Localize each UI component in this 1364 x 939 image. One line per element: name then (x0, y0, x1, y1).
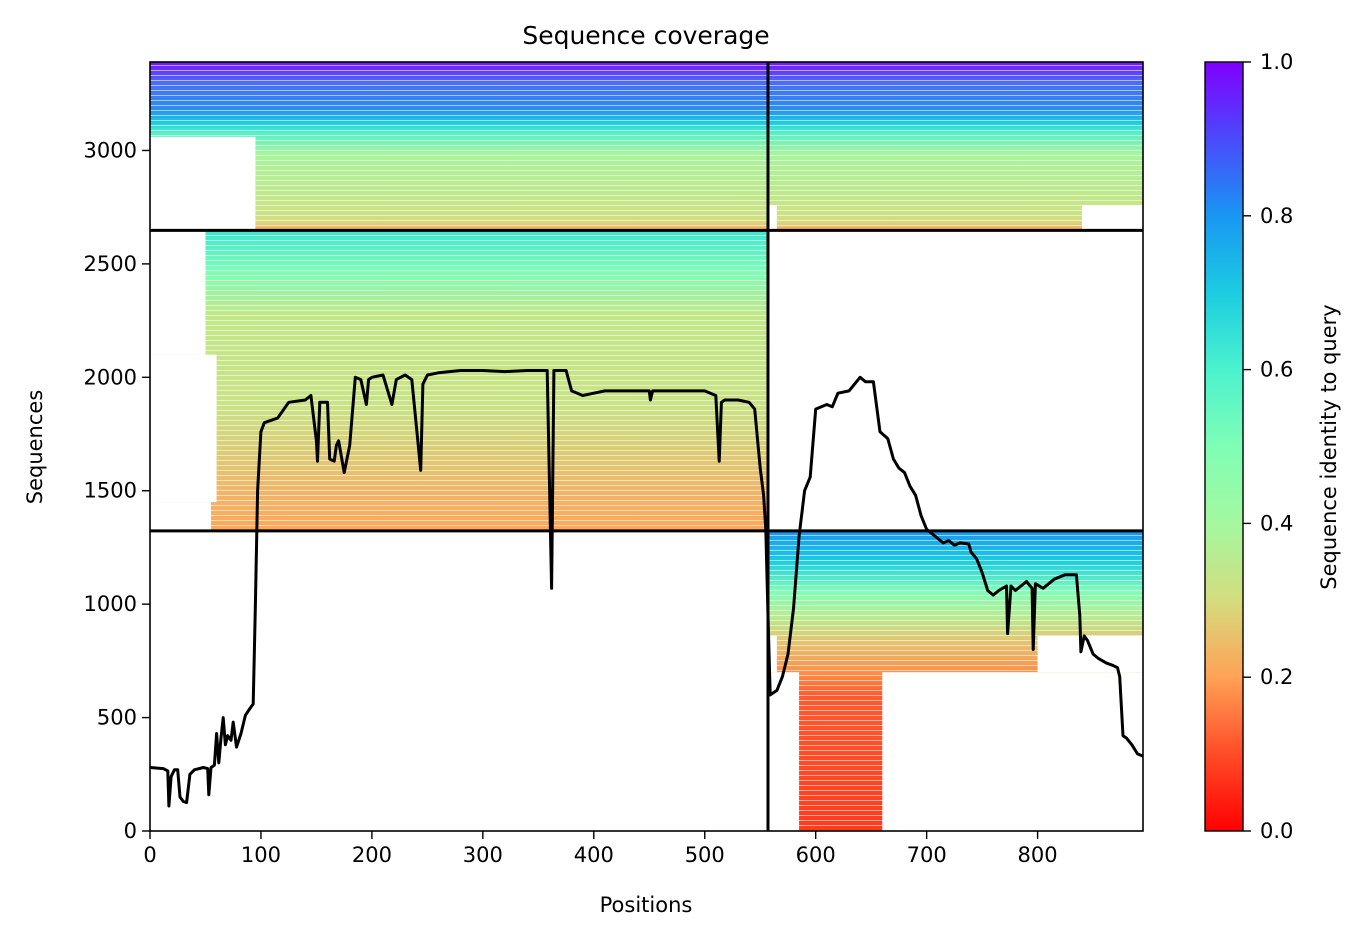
y-axis: 0 500 1000 1500 2000 2500 3000 (84, 138, 150, 843)
coverage-block-texture (150, 230, 768, 531)
colorbar-tick-label: 0.6 (1260, 358, 1293, 382)
coverage-gap (767, 672, 800, 831)
x-tick-label: 700 (907, 843, 947, 867)
coverage-gap (882, 672, 1143, 831)
coverage-line (150, 369, 1143, 808)
x-tick-label: 300 (463, 843, 503, 867)
coverage-gap (1037, 635, 1143, 673)
coverage-gap (150, 136, 256, 231)
y-tick-label: 2000 (84, 365, 137, 389)
y-axis-label: Sequences (23, 390, 47, 505)
x-axis: 0 100 200 300 400 500 600 700 800 (143, 831, 1058, 867)
y-tick-label: 500 (97, 706, 137, 730)
coverage-gap (1081, 204, 1143, 231)
colorbar-ticks: 0.0 0.2 0.4 0.6 0.8 1.0 (1243, 50, 1293, 843)
x-axis-label: Positions (600, 893, 693, 917)
x-tick-label: 600 (796, 843, 836, 867)
y-tick-label: 0 (124, 819, 137, 843)
coverage-block-texture (767, 62, 1143, 231)
block-dividers (150, 62, 1143, 831)
colorbar-tick-label: 0.2 (1260, 665, 1293, 689)
x-tick-label: 100 (241, 843, 281, 867)
colorbar-tick-label: 1.0 (1260, 50, 1293, 74)
coverage-block-middle-left (150, 230, 768, 531)
x-tick-label: 500 (685, 843, 725, 867)
chart-title: Sequence coverage (522, 21, 769, 50)
x-tick-label: 400 (574, 843, 614, 867)
colorbar-label: Sequence identity to query (1317, 304, 1341, 589)
coverage-gap (767, 204, 777, 231)
x-tick-label: 200 (352, 843, 392, 867)
coverage-gap (150, 502, 212, 531)
y-tick-label: 1500 (84, 479, 137, 503)
plot-frame (149, 61, 1144, 832)
y-tick-label: 2500 (84, 252, 137, 276)
colorbar-tick-label: 0.4 (1260, 511, 1293, 535)
colorbar-tick-label: 0.8 (1260, 204, 1293, 228)
colorbar (1204, 61, 1244, 832)
y-tick-label: 1000 (84, 592, 137, 616)
coverage-gap (150, 230, 206, 355)
coverage-gap (150, 354, 217, 503)
x-tick-label: 800 (1018, 843, 1058, 867)
coverage-heatmap (150, 62, 1143, 831)
x-tick-label: 0 (143, 843, 156, 867)
coverage-gap (767, 635, 777, 673)
y-tick-label: 3000 (84, 138, 137, 162)
coverage-line-layer (150, 369, 1143, 808)
coverage-block-upper-right (767, 62, 1143, 231)
colorbar-tick-label: 0.0 (1260, 819, 1293, 843)
